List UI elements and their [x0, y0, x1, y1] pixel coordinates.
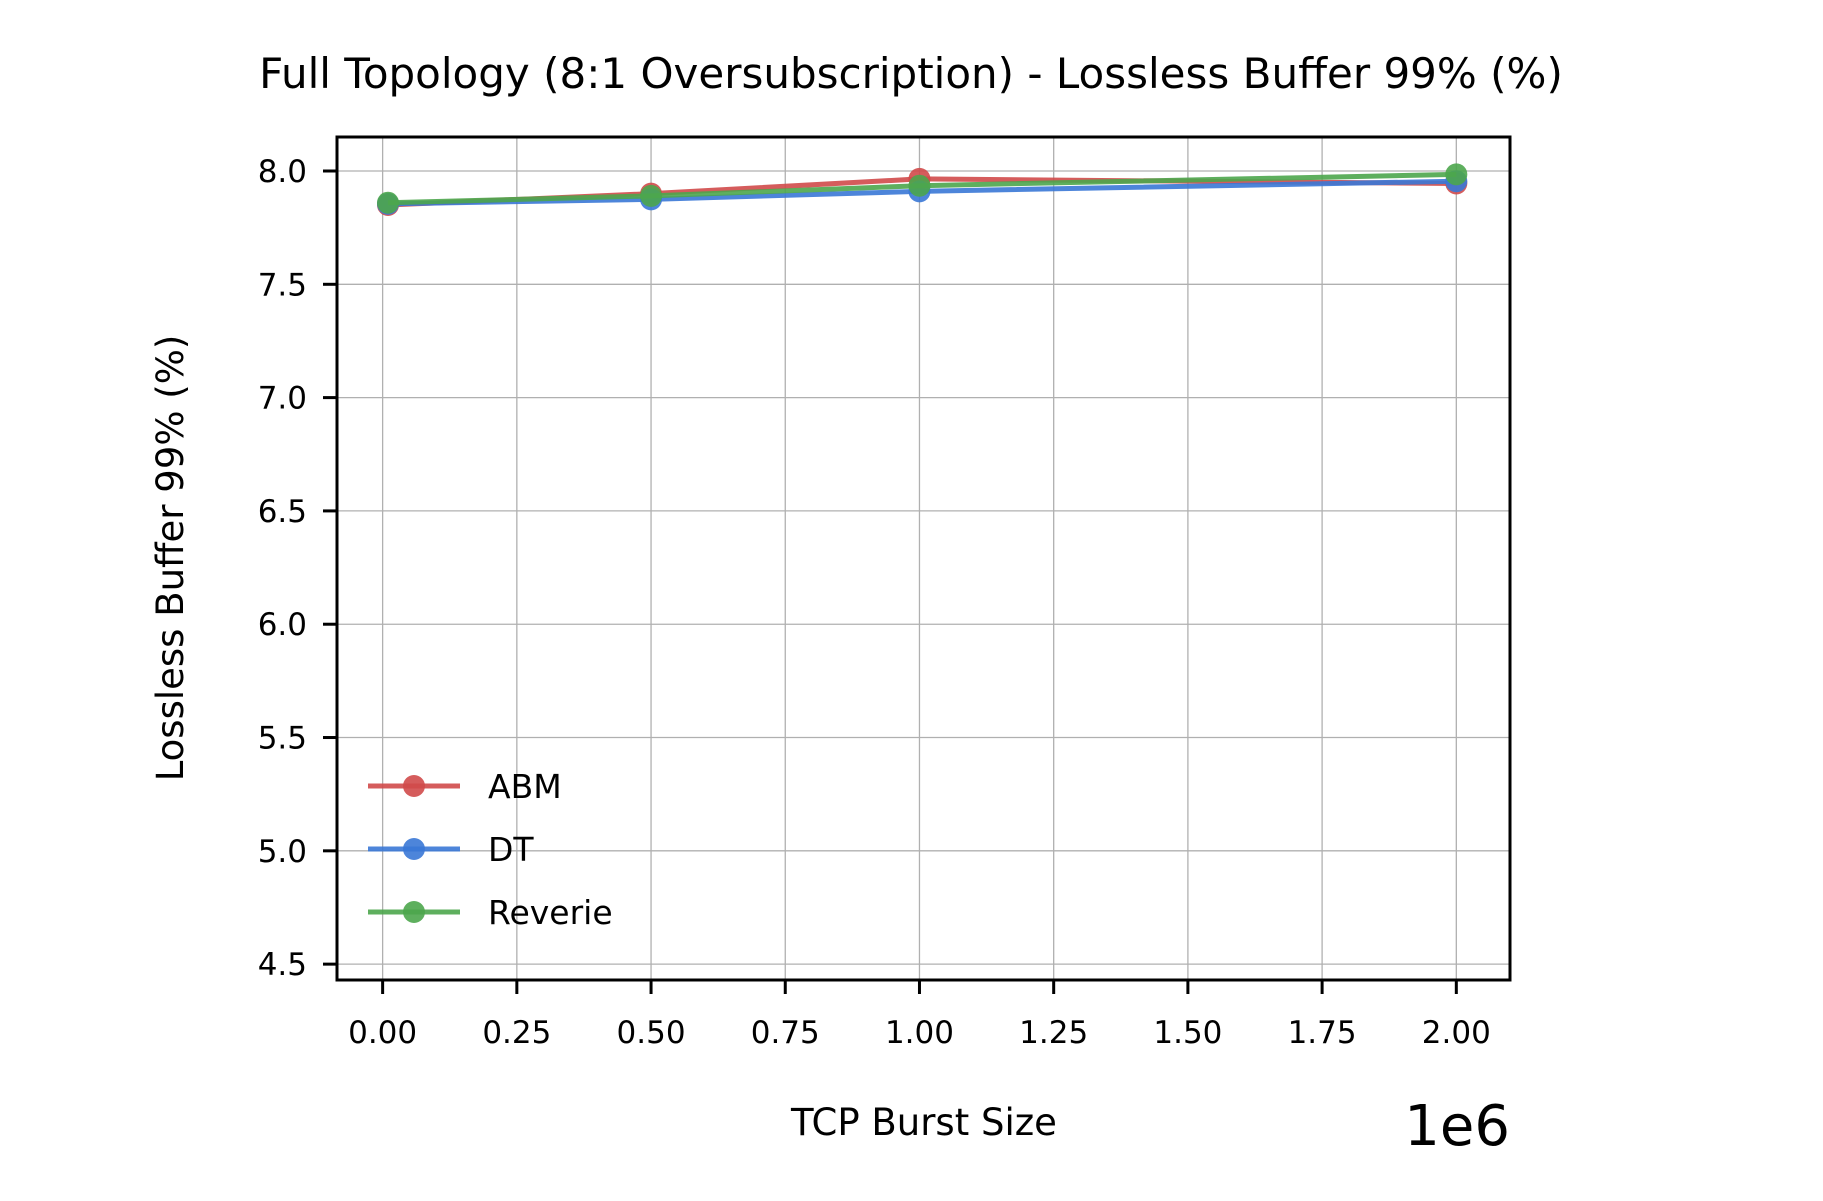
- legend-label: Reverie: [488, 893, 613, 932]
- y-tick-label: 5.5: [258, 721, 307, 757]
- series-layer: [377, 163, 1468, 216]
- y-tick-label: 7.5: [258, 267, 307, 303]
- legend-marker: [403, 901, 425, 923]
- legend-item-dt: DT: [368, 830, 534, 869]
- chart-title: Full Topology (8:1 Oversubscription) - L…: [259, 49, 1563, 98]
- x-tick-label: 0.75: [751, 1015, 820, 1051]
- x-tick-label: 1.25: [1019, 1015, 1088, 1051]
- y-tick-label: 5.0: [258, 834, 307, 870]
- series-reverie: [377, 163, 1468, 214]
- legend-marker: [403, 775, 425, 797]
- series-line: [387, 171, 1457, 206]
- legend-label: DT: [488, 830, 534, 869]
- plot-frame: [335, 135, 1512, 982]
- legend-item-reverie: Reverie: [368, 893, 613, 932]
- y-tick-label: 6.0: [258, 607, 307, 643]
- y-tick-label: 4.5: [258, 947, 307, 983]
- legend: ABM DT Reverie: [368, 767, 613, 932]
- x-axis-ticks: 0.00 0.25 0.50 0.75 1.00 1.25 1.50 1.75 2.00: [348, 980, 1491, 1051]
- y-tick-label: 6.5: [258, 494, 307, 530]
- x-tick-label: 1.50: [1153, 1015, 1222, 1051]
- x-axis-label: TCP Burst Size: [790, 1101, 1057, 1144]
- x-axis-offset-label: 1e6: [1404, 1094, 1510, 1159]
- legend-item-abm: ABM: [368, 767, 562, 806]
- data-point: [640, 184, 663, 207]
- x-tick-label: 0.50: [617, 1015, 686, 1051]
- y-axis-ticks: 4.5 5.0 5.5 6.0 6.5 7.0 7.5 8.0: [258, 154, 337, 983]
- legend-label: ABM: [488, 767, 562, 806]
- y-tick-label: 8.0: [258, 154, 307, 190]
- legend-marker: [403, 838, 425, 860]
- x-tick-label: 2.00: [1422, 1015, 1491, 1051]
- y-axis-label: Lossless Buffer 99% (%): [149, 335, 192, 782]
- data-point: [1445, 163, 1468, 186]
- y-tick-label: 7.0: [258, 381, 307, 417]
- data-point: [377, 191, 399, 214]
- x-tick-label: 0.25: [482, 1015, 551, 1051]
- data-point: [908, 174, 931, 197]
- x-tick-label: 1.75: [1288, 1015, 1357, 1051]
- x-tick-label: 0.00: [348, 1015, 417, 1051]
- x-tick-label: 1.00: [885, 1015, 954, 1051]
